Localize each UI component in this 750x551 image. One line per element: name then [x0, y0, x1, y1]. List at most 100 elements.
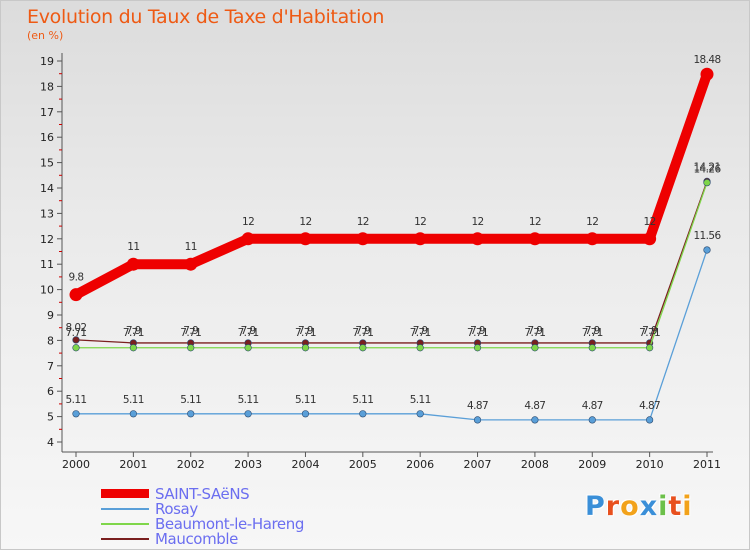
data-label: 7.71	[467, 327, 488, 339]
data-point	[184, 257, 198, 271]
data-label: 7.9	[126, 325, 141, 337]
data-label: 4.87	[467, 400, 488, 412]
data-label: 9.8	[69, 272, 84, 284]
data-point	[356, 232, 370, 246]
data-label: 7.71	[123, 327, 144, 339]
data-label: 12	[242, 216, 254, 228]
data-label: 7.71	[582, 327, 603, 339]
data-point	[187, 410, 195, 418]
data-label: 7.9	[355, 325, 370, 337]
data-point	[700, 67, 714, 81]
data-point	[244, 344, 252, 352]
y-tick-label: 13	[40, 207, 54, 220]
x-tick-label: 2006	[406, 458, 434, 471]
data-point	[129, 344, 137, 352]
data-point	[72, 344, 80, 352]
logo-letter: x	[639, 491, 659, 522]
data-point	[473, 344, 482, 352]
legend-swatch	[101, 507, 149, 510]
chart-subtitle: (en %)	[27, 29, 64, 42]
data-label: 7.9	[470, 325, 485, 337]
data-point	[643, 232, 657, 246]
data-point	[473, 416, 482, 424]
data-point	[359, 344, 367, 352]
legend-label: Rosay	[155, 499, 198, 518]
data-point	[588, 344, 596, 352]
legend-item: Maucomble	[101, 529, 304, 548]
series-line-rosay	[75, 249, 708, 421]
series-line-saint-sa-ns	[71, 69, 712, 300]
chart-legend: SAINT-SAëNS Rosay Beaumont-le-Hareng Maucom…	[101, 485, 304, 548]
data-point	[244, 410, 252, 418]
data-label: 7.71	[639, 327, 660, 339]
data-label: 7.9	[183, 325, 198, 337]
legend-label: Beaumont-le-Hareng	[155, 514, 304, 533]
y-tick-label: 14	[40, 182, 54, 195]
y-tick-label: 15	[40, 157, 54, 170]
y-tick-label: 8	[47, 334, 54, 347]
logo-letter: i	[658, 491, 669, 522]
logo-letter: P	[585, 491, 606, 522]
series-line-maucomble	[75, 180, 708, 344]
data-point	[126, 257, 140, 271]
data-point	[703, 179, 711, 187]
y-tick-label: 17	[40, 106, 54, 119]
y-tick-label: 12	[40, 233, 54, 246]
series-line-beaumont-le-hareng	[75, 182, 708, 349]
legend-swatch	[101, 522, 149, 525]
y-tick-label: 6	[47, 385, 54, 398]
x-tick-label: 2002	[177, 458, 205, 471]
data-point	[298, 232, 312, 246]
logo-letter: r	[605, 491, 621, 522]
data-label: 4.87	[524, 400, 545, 412]
data-label: 5.11	[410, 394, 431, 406]
legend-label: Maucomble	[155, 529, 238, 548]
data-point	[646, 344, 654, 352]
data-label: 7.9	[585, 325, 600, 337]
legend-item: Rosay	[101, 499, 304, 518]
x-tick-label: 2008	[521, 458, 549, 471]
data-point	[72, 336, 80, 344]
x-tick-label: 2005	[349, 458, 377, 471]
data-label: 7.71	[238, 327, 259, 339]
data-label: 7.9	[298, 325, 313, 337]
y-tick-label: 5	[47, 411, 54, 424]
data-label: 14.26	[693, 163, 721, 175]
y-tick-label: 18	[40, 80, 54, 93]
chart-title: Evolution du Taux de Taxe d'Habitation	[27, 6, 385, 28]
x-tick-label: 2009	[578, 458, 606, 471]
logo-letter: i	[682, 491, 693, 522]
data-label: 12	[471, 216, 483, 228]
x-tick-label: 2001	[119, 458, 147, 471]
legend-swatch	[101, 489, 149, 498]
data-label: 4.87	[639, 400, 660, 412]
data-label: 12	[299, 216, 311, 228]
data-label: 7.71	[352, 327, 373, 339]
data-label: 11	[127, 241, 139, 253]
data-point	[416, 410, 424, 418]
data-point	[531, 416, 539, 424]
data-label: 11.56	[693, 230, 721, 242]
data-label: 12	[357, 216, 369, 228]
data-label: 7.71	[295, 327, 316, 339]
x-tick-label: 2011	[693, 458, 721, 471]
y-tick-label: 16	[40, 131, 54, 144]
data-point	[585, 232, 599, 246]
data-label: 7.71	[66, 327, 87, 339]
data-label: 5.11	[66, 394, 87, 406]
data-point	[187, 344, 195, 352]
proxiti-logo: Proxiti	[585, 491, 693, 522]
data-label: 4.87	[582, 400, 603, 412]
data-label: 8.02	[66, 322, 87, 334]
data-label: 11	[185, 241, 197, 253]
data-point	[301, 344, 310, 352]
data-label: 12	[644, 216, 656, 228]
data-point	[416, 344, 424, 352]
data-label: 5.11	[180, 394, 201, 406]
data-label: 18.48	[693, 54, 720, 66]
data-point	[72, 410, 80, 418]
data-point	[588, 416, 596, 424]
data-label: 7.9	[642, 325, 657, 337]
y-tick-label: 9	[47, 309, 54, 322]
data-label: 7.9	[413, 325, 428, 337]
